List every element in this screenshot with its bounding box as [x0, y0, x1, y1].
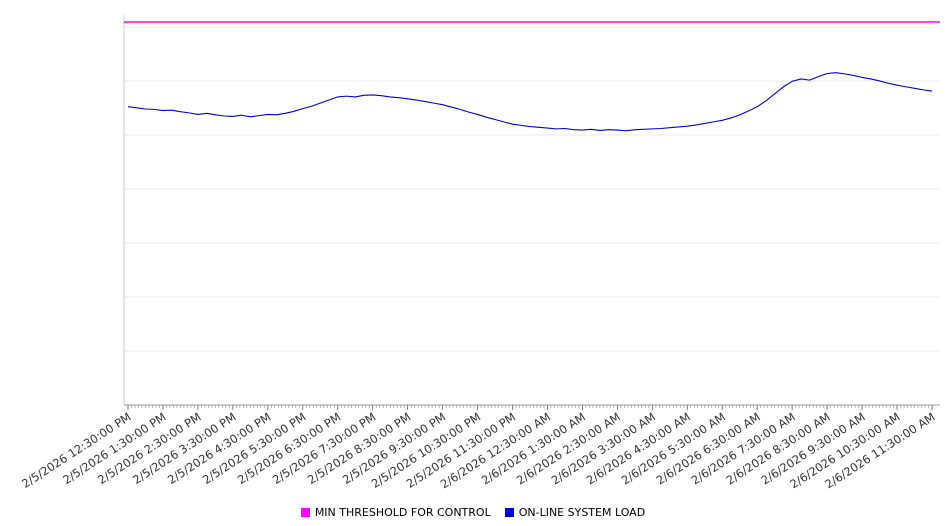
legend-label-threshold: MIN THRESHOLD FOR CONTROL [314, 506, 491, 519]
system-load-chart: 2/5/2026 12:30:00 PM2/5/2026 1:30:00 PM2… [19, 15, 940, 491]
legend-item-load: ON-LINE SYSTEM LOAD [504, 506, 646, 519]
legend-swatch-threshold-icon [300, 508, 310, 517]
chart-legend: MIN THRESHOLD FOR CONTROL ON-LINE SYSTEM… [0, 506, 946, 519]
legend-item-threshold: MIN THRESHOLD FOR CONTROL [300, 506, 491, 519]
legend-swatch-load-icon [504, 508, 514, 517]
system-load-line [127, 72, 933, 132]
legend-label-load: ON-LINE SYSTEM LOAD [518, 506, 646, 519]
